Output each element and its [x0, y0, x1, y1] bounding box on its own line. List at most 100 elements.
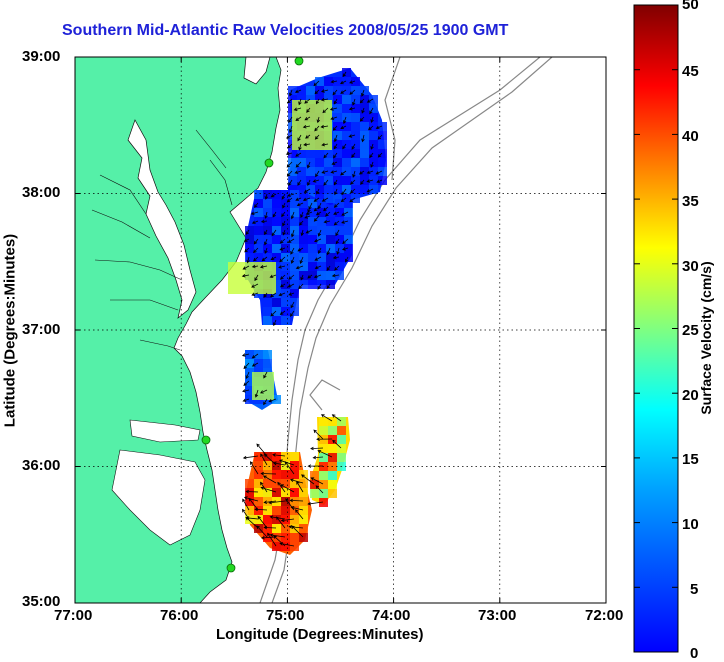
velocity-cell [272, 199, 281, 208]
velocity-cell [319, 417, 328, 426]
velocity-arrow [286, 170, 293, 177]
velocity-cell [281, 244, 290, 253]
velocity-cell [245, 488, 254, 497]
velocity-arrow [287, 238, 295, 243]
velocity-cell [351, 131, 360, 140]
velocity-cell [290, 226, 299, 235]
velocity-arrow [291, 525, 304, 538]
velocity-cell [328, 426, 337, 435]
velocity-cell [290, 217, 299, 226]
velocity-cell [290, 190, 299, 199]
x-tick-label: 77:00 [54, 607, 93, 624]
velocity-cell [245, 497, 254, 506]
velocity-cell [245, 386, 254, 395]
velocity-arrow [305, 211, 313, 215]
velocity-cell [344, 217, 353, 226]
velocity-arrow [290, 301, 295, 309]
velocity-cell [245, 253, 254, 262]
velocity-arrow [242, 398, 250, 402]
velocity-cell [315, 158, 324, 167]
velocity-cell [281, 470, 290, 479]
velocity-arrow [341, 211, 349, 216]
velocity-cell [290, 235, 299, 244]
velocity-cell [308, 262, 317, 271]
velocity-cell [263, 488, 272, 497]
velocity-cell [254, 524, 263, 533]
velocity-arrow [302, 197, 311, 202]
velocity-cell [272, 226, 281, 235]
velocity-cell [306, 185, 315, 194]
velocity-cell [342, 167, 351, 176]
velocity-cell [333, 104, 342, 113]
velocity-arrow [263, 371, 268, 379]
velocity-cell [281, 524, 290, 533]
velocity-arrow [278, 265, 286, 269]
velocity-cell [254, 452, 263, 461]
velocity-arrow [282, 229, 286, 236]
velocity-arrow [293, 107, 302, 111]
velocity-cell [319, 471, 328, 480]
velocity-cell [272, 271, 281, 280]
velocity-arrow [307, 179, 311, 186]
velocity-cell [306, 149, 315, 158]
velocity-arrow [302, 125, 311, 129]
velocity-arrow [263, 398, 268, 406]
velocity-arrow [312, 455, 324, 460]
velocity-arrow [270, 292, 277, 298]
x-tick-label: 75:00 [266, 607, 305, 624]
velocity-arrow [251, 292, 259, 296]
velocity-cell [328, 489, 337, 498]
velocity-arrow [296, 202, 304, 207]
velocity-arrow [245, 229, 250, 236]
velocity-arrow [313, 429, 324, 440]
velocity-cell [344, 199, 353, 208]
velocity-arrow [261, 535, 277, 540]
velocity-arrow [304, 98, 311, 104]
velocity-cell [272, 452, 281, 461]
velocity-arrow [310, 446, 324, 451]
velocity-cell [308, 217, 317, 226]
velocity-arrow [352, 98, 356, 106]
velocity-cell [272, 395, 281, 404]
velocity-cell [263, 497, 272, 506]
velocity-cell [378, 122, 387, 131]
velocity-arrow [284, 461, 295, 475]
velocity-arrow [322, 107, 329, 114]
velocity-cell [333, 113, 342, 122]
colorbar-tick-label: 10 [682, 516, 699, 533]
velocity-cell [351, 185, 360, 194]
velocity-arrow [282, 202, 286, 209]
velocity-arrow [242, 389, 250, 393]
velocity-arrow [335, 238, 340, 245]
y-tick-label: 39:00 [22, 48, 61, 65]
velocity-cell [317, 208, 326, 217]
velocity-cell [272, 461, 281, 470]
velocity-arrow [375, 125, 383, 130]
velocity-cell [333, 158, 342, 167]
velocity-arrow [342, 238, 349, 245]
velocity-arrow [270, 310, 277, 317]
velocity-arrow [342, 71, 347, 78]
velocity-arrow [253, 247, 259, 254]
velocity-cell [378, 167, 387, 176]
velocity-cell [281, 190, 290, 199]
velocity-cell [324, 167, 333, 176]
velocity-arrow [297, 179, 302, 186]
velocity-arrow [321, 197, 329, 202]
chesapeake-bay [127, 119, 197, 319]
velocity-cell [315, 149, 324, 158]
velocity-cell [315, 95, 324, 104]
colorbar-label: Surface Velocity (cm/s) [698, 261, 714, 415]
velocity-cell [337, 435, 346, 444]
velocity-cell [351, 113, 360, 122]
velocity-arrow [264, 193, 269, 200]
velocity-cell [263, 515, 272, 524]
velocity-cell [254, 208, 263, 217]
velocity-cell [290, 542, 299, 551]
velocity-arrow [290, 506, 304, 511]
velocity-cell [324, 158, 333, 167]
velocity-cell [317, 271, 326, 280]
velocity-cell [245, 359, 254, 368]
velocity-arrow [329, 107, 338, 111]
velocity-arrow [314, 265, 322, 270]
